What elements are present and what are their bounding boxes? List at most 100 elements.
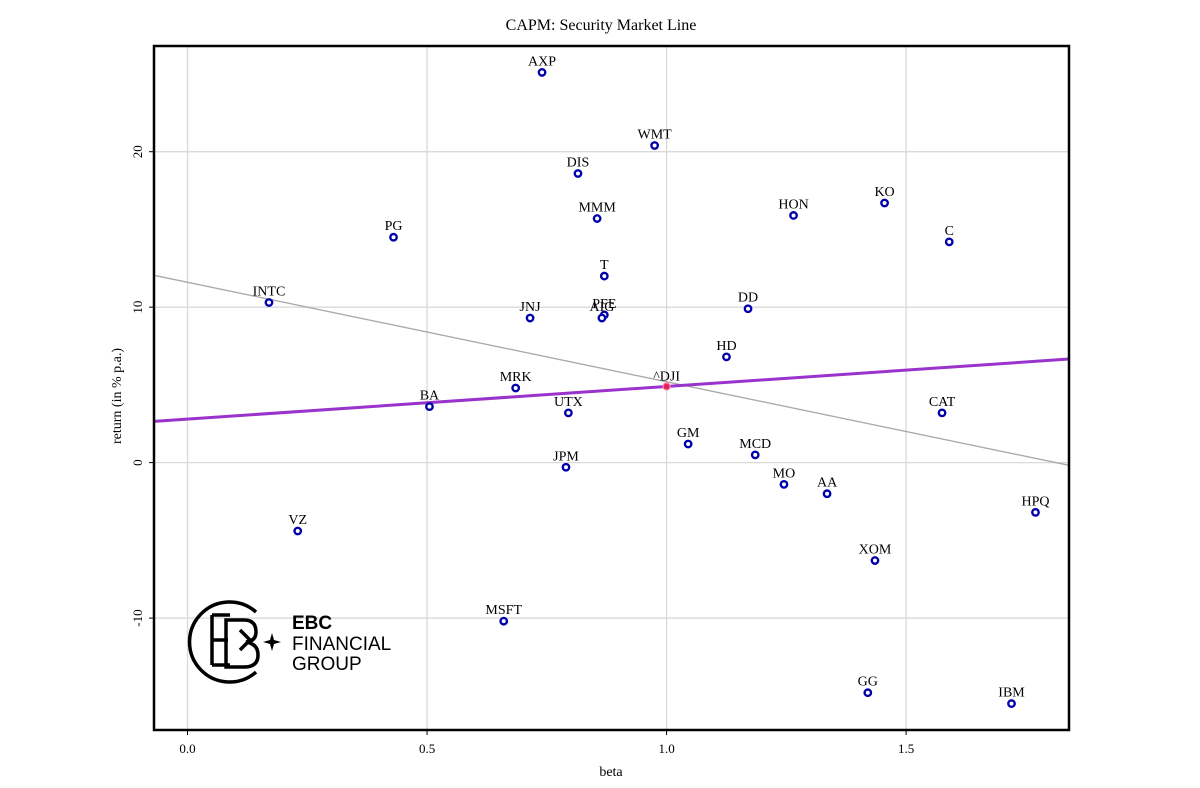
stock-point: MCD [739, 437, 771, 460]
stock-point: HPQ [1021, 494, 1049, 517]
point-label: KO [874, 185, 894, 200]
point-marker [563, 408, 573, 418]
point-marker [293, 526, 303, 536]
stock-point: VZ [288, 513, 307, 536]
point-label: MO [773, 466, 796, 481]
stock-point: XOM [859, 543, 892, 565]
point-marker [880, 198, 889, 208]
point-marker [1007, 699, 1016, 708]
point-label: UTX [554, 395, 583, 410]
point-marker [683, 439, 693, 449]
point-marker [870, 556, 880, 565]
point-marker [499, 616, 509, 626]
stock-point: GM [677, 426, 700, 449]
y-axis-label: return (in % p.a.) [110, 348, 125, 444]
point-label: AIG [589, 300, 614, 315]
stock-point: MRK [500, 370, 532, 393]
reference-lines [153, 274, 1070, 467]
stock-point: HD [716, 339, 737, 362]
point-label: HD [716, 339, 736, 354]
point-label: MMM [578, 201, 616, 216]
ebc-logo: EBC FINANCIAL GROUP [187, 600, 391, 684]
point-label: GM [677, 426, 700, 441]
point-marker [650, 141, 660, 150]
stock-point: T [599, 258, 609, 281]
regression-line [153, 274, 1070, 467]
point-marker [389, 232, 398, 242]
point-marker [599, 271, 609, 281]
stock-point: UTX [554, 395, 583, 418]
stock-point: AA [817, 476, 838, 499]
point-marker [561, 462, 571, 472]
point-marker [573, 169, 583, 178]
point-marker [425, 402, 434, 412]
market-point-group: ^DJI [653, 369, 680, 391]
point-label: HPQ [1021, 494, 1049, 509]
stock-point: MMM [578, 201, 616, 223]
point-label: DIS [567, 155, 590, 170]
point-label: HON [778, 197, 808, 212]
point-marker [750, 450, 760, 460]
point-marker [743, 304, 753, 314]
point-label: IBM [998, 686, 1025, 701]
x-tick-label: 0.5 [419, 741, 435, 756]
x-tick-label: 1.5 [898, 741, 914, 756]
y-axis-ticks: -10 0 10 20 [130, 145, 154, 627]
point-label: JPM [553, 449, 579, 464]
stock-point: IBM [998, 686, 1025, 708]
stock-point: MO [773, 466, 796, 489]
point-label: JNJ [520, 300, 542, 315]
x-tick-label: 1.0 [658, 741, 674, 756]
logo-line-financial: FINANCIAL [292, 634, 391, 655]
point-label: XOM [859, 543, 892, 558]
stock-point: AXP [528, 54, 556, 77]
point-label: VZ [288, 513, 307, 528]
sparkle-icon [263, 633, 281, 651]
x-tick-label: 0.0 [179, 741, 195, 756]
point-label: CAT [929, 395, 956, 410]
x-axis-ticks: 0.0 0.5 1.0 1.5 [179, 730, 914, 756]
point-label: AXP [528, 54, 556, 69]
point-marker [789, 211, 798, 220]
point-label: C [945, 224, 954, 239]
y-tick-label: 10 [130, 301, 145, 314]
point-label: WMT [638, 127, 673, 142]
stock-point: WMT [638, 127, 673, 150]
stock-point: JPM [553, 449, 579, 472]
point-label: MSFT [485, 603, 522, 618]
market-point-marker [662, 382, 671, 391]
stock-point: CAT [929, 395, 956, 418]
stock-point: INTC [253, 285, 286, 307]
y-tick-label: -10 [130, 609, 145, 626]
plot-frame [152, 44, 1071, 732]
stock-point: HON [778, 197, 809, 220]
point-marker [1031, 507, 1040, 517]
stock-point: GG [858, 675, 878, 698]
point-marker [592, 214, 602, 223]
point-label: MCD [739, 437, 771, 452]
point-marker [937, 408, 947, 418]
point-marker [537, 68, 547, 77]
stock-point: KO [874, 185, 895, 208]
point-marker [779, 479, 789, 489]
stock-point: DIS [567, 155, 590, 178]
stock-point: PG [385, 219, 402, 242]
ebc-logo-emblem [187, 600, 260, 684]
point-marker [597, 313, 607, 323]
stock-point: AIG [589, 300, 614, 323]
logo-line-ebc: EBC [292, 613, 332, 634]
point-marker [264, 298, 274, 307]
market-point-label: ^DJI [653, 369, 680, 384]
point-label: DD [738, 291, 758, 306]
chart-title: CAPM: Security Market Line [506, 17, 697, 34]
point-label: GG [858, 675, 878, 690]
stock-point: BA [420, 389, 440, 412]
y-tick-label: 20 [130, 145, 145, 158]
point-marker [722, 352, 731, 362]
y-tick-label: 0 [130, 459, 145, 466]
point-label: INTC [253, 285, 286, 300]
point-marker [525, 313, 535, 323]
stock-point: MSFT [485, 603, 522, 626]
point-marker [863, 688, 873, 698]
